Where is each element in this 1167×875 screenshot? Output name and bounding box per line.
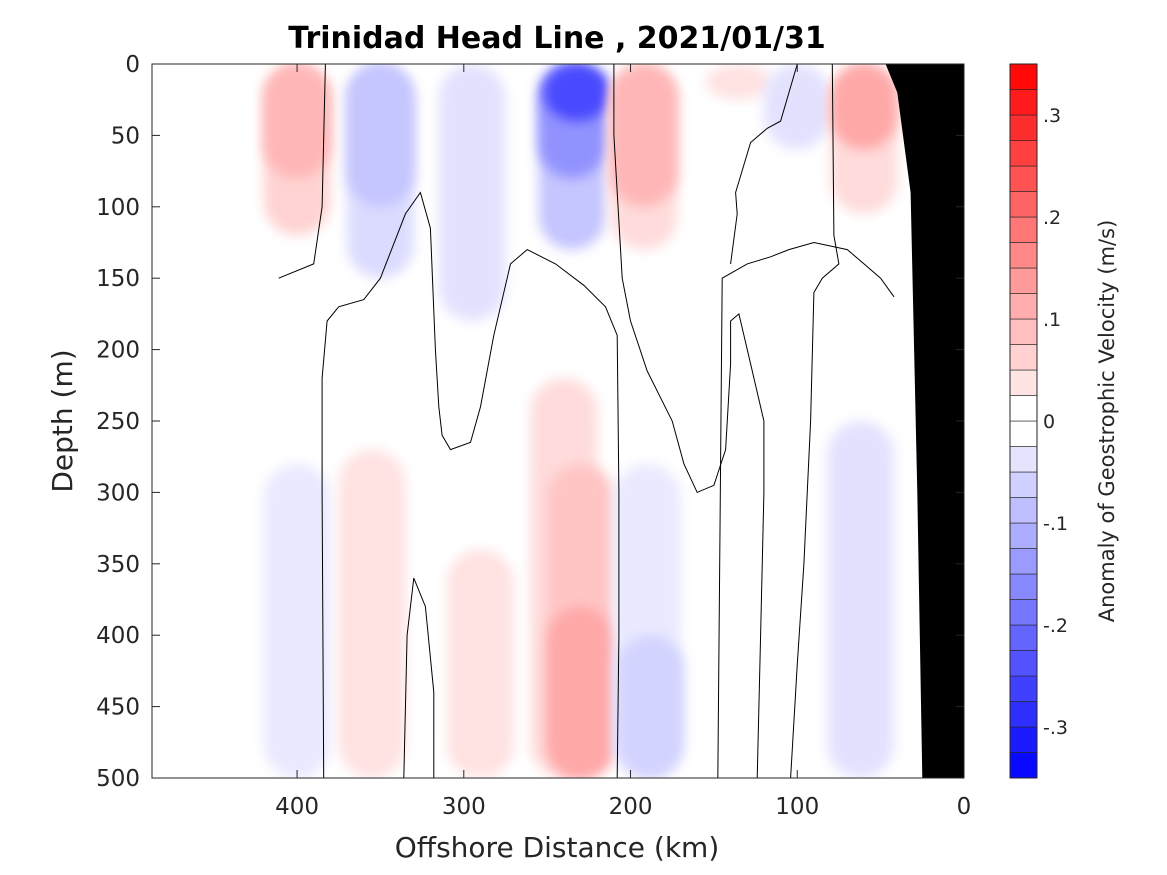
anomaly-cell-1 (263, 64, 331, 179)
anomaly-cell-9 (543, 64, 611, 122)
colorbar-level-13 (1009, 420, 1038, 447)
anomaly-cell-17 (617, 635, 684, 778)
anomaly-cell-15 (610, 64, 678, 207)
colorbar-level-26 (1009, 89, 1038, 116)
colorbar-tick-label--0.1: -.1 (1043, 513, 1068, 535)
colorbar-level-25 (1009, 114, 1038, 141)
colorbar-level-18 (1009, 293, 1038, 320)
zero-contours (278, 64, 895, 778)
x-tick-label-100: 100 (775, 794, 819, 820)
zero-contour-6 (717, 241, 895, 778)
y-tick-label-100: 100 (96, 195, 140, 221)
colorbar-level-21 (1009, 216, 1038, 243)
anomaly-cell-22 (827, 421, 894, 778)
colorbar-level-12 (1009, 446, 1038, 473)
colorbar-level-10 (1009, 497, 1038, 524)
colorbar-tick-label-0.3: .3 (1043, 105, 1061, 127)
colorbar-level-5 (1009, 624, 1038, 651)
colorbar-level-7 (1009, 573, 1038, 600)
x-axis-label: Offshore Distance (km) (395, 831, 720, 864)
zero-contour-5 (790, 64, 840, 778)
anomaly-cell-19 (763, 64, 831, 150)
x-tick-label-400: 400 (275, 794, 319, 820)
y-tick-label-450: 450 (96, 695, 140, 721)
colorbar-level-22 (1009, 191, 1038, 218)
colorbar-level-14 (1009, 395, 1038, 422)
colorbar-level-23 (1009, 165, 1038, 192)
anomaly-cell-10 (447, 549, 514, 778)
colorbar-level-2 (1009, 701, 1038, 728)
colorbar-frame (1009, 63, 1038, 779)
colorbar-level-19 (1009, 267, 1038, 294)
colorbar-level-0 (1009, 752, 1038, 779)
anomaly-cell-6 (438, 64, 506, 322)
y-tick-label-250: 250 (96, 409, 140, 435)
y-tick-label-150: 150 (96, 266, 140, 292)
chart-title: Trinidad Head Line , 2021/01/31 (288, 21, 825, 56)
zero-contour-0 (278, 64, 326, 279)
anomaly-cell-18 (705, 64, 773, 100)
colorbar-tick-label-0.2: .2 (1043, 207, 1061, 229)
anomaly-cell-2 (263, 463, 331, 778)
colorbar-tick-label--0.2: -.2 (1043, 615, 1068, 637)
colorbar-level-20 (1009, 242, 1038, 269)
colorbar-level-17 (1009, 318, 1038, 345)
colorbar: -.3 -.2 -.1 0 .1 .2 .3 (1009, 63, 1068, 779)
y-tick-label-0: 0 (125, 52, 140, 78)
colorbar-tick-label-0: 0 (1043, 411, 1055, 433)
zero-contour-4 (730, 64, 798, 264)
topography-layer (885, 64, 964, 778)
anomaly-cell-4 (347, 64, 414, 207)
zero-contour-2 (403, 577, 435, 778)
colorbar-level-11 (1009, 471, 1038, 498)
x-tick-label-0: 0 (957, 794, 972, 820)
y-tick-label-50: 50 (111, 123, 140, 149)
y-axis-label: Depth (m) (46, 349, 79, 492)
x-tick-label-300: 300 (442, 794, 486, 820)
y-tick-label-350: 350 (96, 552, 140, 578)
y-tick-label-400: 400 (96, 623, 140, 649)
colorbar-tick-label-0.1: .1 (1043, 309, 1061, 331)
colorbar-level-1 (1009, 726, 1038, 753)
anomaly-field (263, 64, 898, 778)
x-tick-label-200: 200 (609, 794, 653, 820)
zero-contour-3 (613, 64, 765, 778)
colorbar-level-16 (1009, 344, 1038, 371)
colorbar-label: Anomaly of Geostrophic Velocity (m/s) (1095, 220, 1119, 623)
y-axis: 0 50 100 150 200 250 300 350 400 450 500 (96, 52, 964, 792)
colorbar-tick-label--0.3: -.3 (1043, 717, 1068, 739)
colorbar-level-4 (1009, 650, 1038, 677)
anomaly-cell-5 (338, 449, 406, 778)
y-tick-label-200: 200 (96, 338, 140, 364)
x-axis: 400 300 200 100 0 (275, 64, 971, 820)
anomaly-cell-21 (830, 64, 898, 150)
y-tick-label-500: 500 (96, 766, 140, 792)
y-tick-label-300: 300 (96, 480, 140, 506)
anomaly-cell-13 (547, 606, 614, 778)
colorbar-level-3 (1009, 675, 1038, 702)
colorbar-level-24 (1009, 140, 1038, 167)
colorbar-level-6 (1009, 599, 1038, 626)
topography-0 (885, 64, 964, 778)
colorbar-level-15 (1009, 369, 1038, 396)
zero-contour-1 (321, 191, 620, 778)
colorbar-level-9 (1009, 522, 1038, 549)
colorbar-level-27 (1009, 63, 1038, 90)
colorbar-level-8 (1009, 548, 1038, 575)
